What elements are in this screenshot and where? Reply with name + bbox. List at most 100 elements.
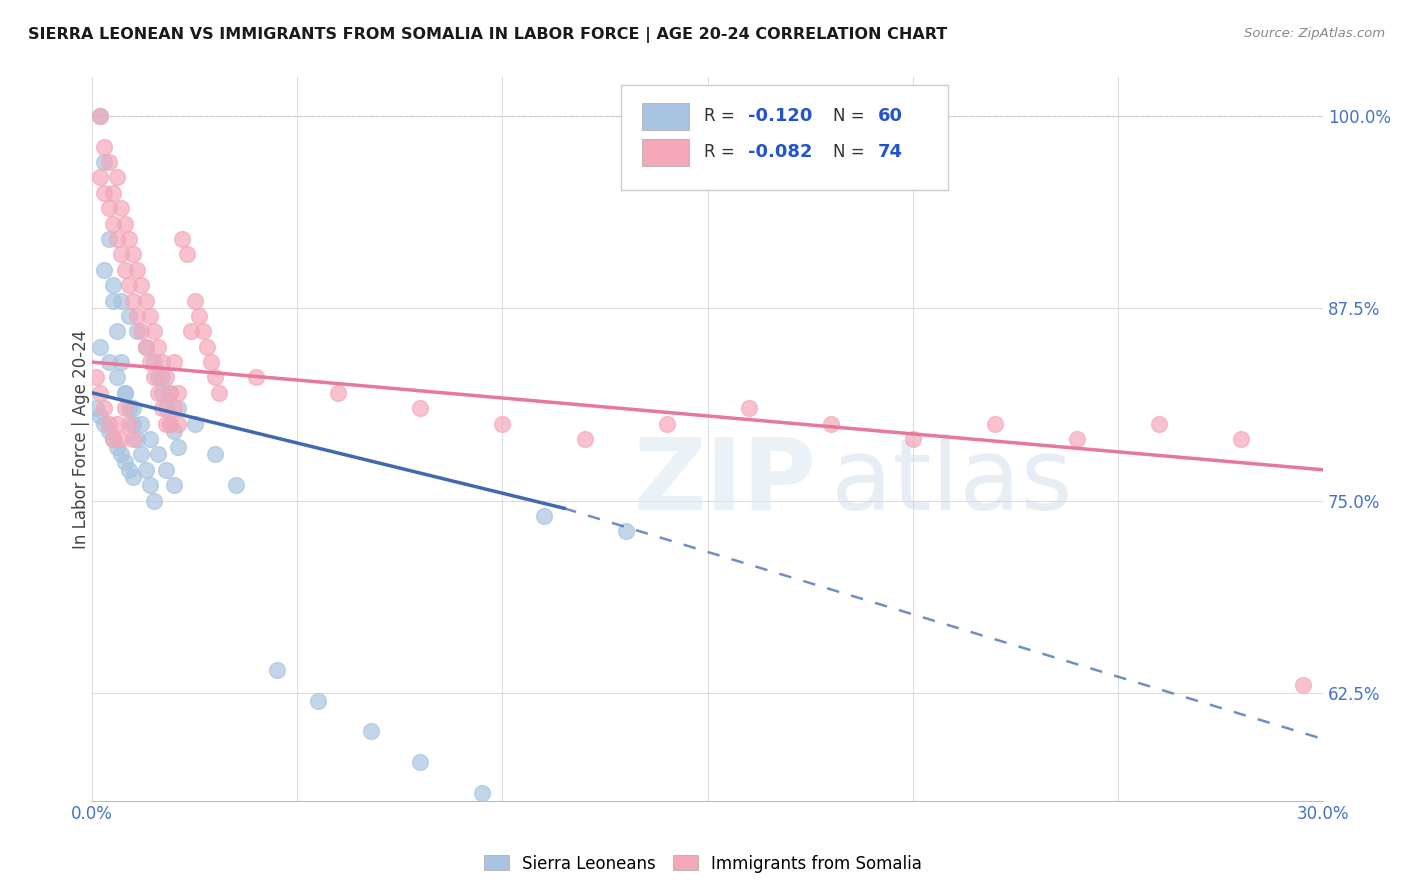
Point — [89, 340, 111, 354]
Point — [820, 417, 842, 431]
Point — [101, 186, 124, 200]
Point — [204, 447, 226, 461]
Point — [122, 293, 145, 308]
Point — [101, 432, 124, 446]
Point — [146, 370, 169, 384]
Point — [163, 478, 186, 492]
Point — [134, 340, 156, 354]
Point — [150, 370, 173, 384]
Point — [89, 409, 111, 423]
Point — [1147, 417, 1170, 431]
Text: R =: R = — [704, 143, 735, 161]
Point — [533, 508, 555, 523]
Point — [1291, 678, 1313, 692]
Point — [118, 309, 141, 323]
Point — [167, 440, 190, 454]
Text: 74: 74 — [877, 143, 903, 161]
Point — [155, 401, 177, 416]
Text: atlas: atlas — [831, 434, 1073, 531]
Point — [184, 293, 207, 308]
Point — [105, 417, 128, 431]
Point — [901, 432, 924, 446]
Point — [114, 401, 136, 416]
Point — [97, 232, 120, 246]
Text: N =: N = — [834, 107, 865, 125]
Point — [93, 155, 115, 169]
Point — [89, 109, 111, 123]
Point — [114, 262, 136, 277]
Point — [101, 278, 124, 293]
Text: -0.082: -0.082 — [748, 143, 813, 161]
Point — [142, 324, 165, 338]
Point — [142, 493, 165, 508]
Point — [97, 355, 120, 369]
Point — [737, 401, 759, 416]
Point — [225, 478, 247, 492]
Point — [134, 293, 156, 308]
Point — [105, 232, 128, 246]
Point — [195, 340, 218, 354]
Point — [208, 385, 231, 400]
Point — [131, 278, 153, 293]
Point — [155, 370, 177, 384]
Point — [150, 355, 173, 369]
Point — [150, 401, 173, 416]
Point — [360, 724, 382, 739]
Point — [118, 463, 141, 477]
Point — [127, 324, 149, 338]
Text: 60: 60 — [877, 107, 903, 125]
Point — [159, 417, 181, 431]
Text: R =: R = — [704, 107, 735, 125]
Point — [89, 170, 111, 185]
Point — [159, 385, 181, 400]
Point — [101, 293, 124, 308]
Y-axis label: In Labor Force | Age 20-24: In Labor Force | Age 20-24 — [72, 329, 90, 549]
Point — [159, 417, 181, 431]
Point — [134, 463, 156, 477]
Point — [110, 355, 132, 369]
Point — [114, 217, 136, 231]
Point — [1066, 432, 1088, 446]
Point — [110, 247, 132, 261]
Point — [93, 139, 115, 153]
Point — [138, 478, 160, 492]
Point — [105, 370, 128, 384]
Point — [172, 232, 194, 246]
Point — [105, 170, 128, 185]
Point — [409, 755, 432, 769]
Point — [191, 324, 214, 338]
Point — [146, 385, 169, 400]
Point — [167, 385, 190, 400]
Point — [574, 432, 596, 446]
Point — [114, 385, 136, 400]
Point — [127, 262, 149, 277]
Point — [97, 155, 120, 169]
Point — [307, 693, 329, 707]
Point — [93, 417, 115, 431]
Point — [134, 340, 156, 354]
Point — [105, 440, 128, 454]
Point — [122, 432, 145, 446]
Point — [200, 355, 222, 369]
Point — [118, 278, 141, 293]
Point — [184, 417, 207, 431]
Point — [114, 385, 136, 400]
Point — [138, 355, 160, 369]
Point — [110, 432, 132, 446]
Point — [114, 455, 136, 469]
Point — [167, 401, 190, 416]
Point — [159, 385, 181, 400]
Point — [97, 201, 120, 215]
Point — [146, 340, 169, 354]
Legend: Sierra Leoneans, Immigrants from Somalia: Sierra Leoneans, Immigrants from Somalia — [478, 848, 928, 880]
Point — [118, 232, 141, 246]
Point — [97, 425, 120, 439]
FancyBboxPatch shape — [621, 85, 948, 189]
Point — [84, 401, 107, 416]
Text: Source: ZipAtlas.com: Source: ZipAtlas.com — [1244, 27, 1385, 40]
Point — [110, 447, 132, 461]
Point — [142, 355, 165, 369]
Text: SIERRA LEONEAN VS IMMIGRANTS FROM SOMALIA IN LABOR FORCE | AGE 20-24 CORRELATION: SIERRA LEONEAN VS IMMIGRANTS FROM SOMALI… — [28, 27, 948, 43]
Point — [127, 432, 149, 446]
Point — [328, 385, 350, 400]
